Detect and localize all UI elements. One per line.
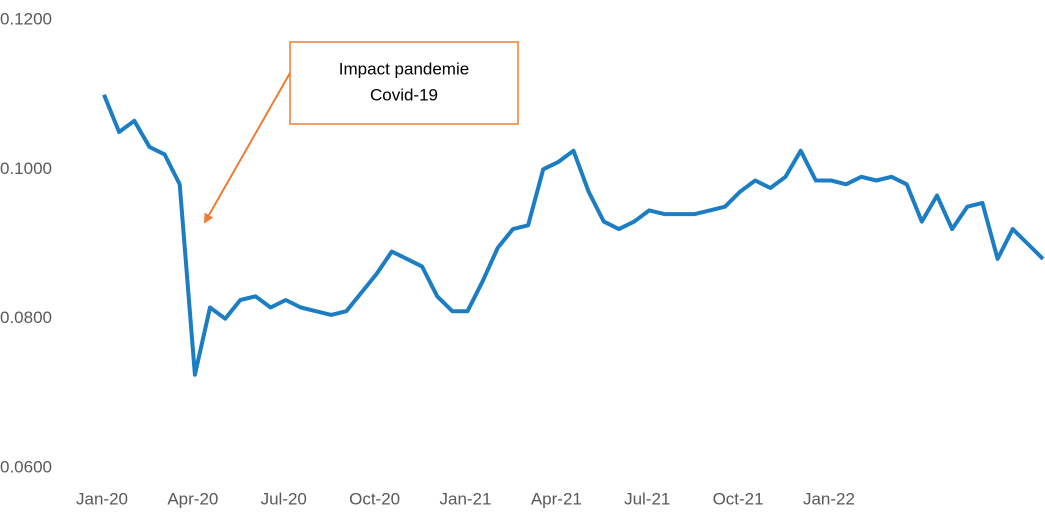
y-tick-label: 0.1000 <box>0 159 52 178</box>
annotation-text: Covid-19 <box>370 85 438 104</box>
x-tick-label: Apr-21 <box>531 489 582 508</box>
y-tick-label: 0.0600 <box>0 457 52 476</box>
x-tick-label: Jan-22 <box>803 489 855 508</box>
x-tick-label: Jan-20 <box>76 489 128 508</box>
x-tick-label: Oct-20 <box>349 489 400 508</box>
x-tick-label: Apr-20 <box>167 489 218 508</box>
x-tick-label: Jan-21 <box>439 489 491 508</box>
annotation-text: Impact pandemie <box>339 59 469 78</box>
x-tick-label: Oct-21 <box>713 489 764 508</box>
x-tick-label: Jul-21 <box>624 489 670 508</box>
annotation-box <box>289 41 519 125</box>
line <box>102 93 1045 377</box>
x-tick-label: Jul-20 <box>261 489 307 508</box>
annotation-arrow <box>204 72 291 224</box>
y-tick-label: 0.1200 <box>0 9 52 28</box>
y-tick-label: 0.0800 <box>0 308 52 327</box>
